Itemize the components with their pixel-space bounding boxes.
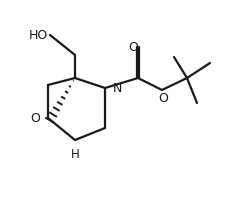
Text: N: N — [112, 82, 122, 94]
Text: O: O — [30, 111, 40, 125]
Text: H: H — [70, 148, 79, 162]
Text: O: O — [128, 41, 137, 53]
Text: O: O — [157, 91, 167, 105]
Text: HO: HO — [29, 29, 48, 42]
